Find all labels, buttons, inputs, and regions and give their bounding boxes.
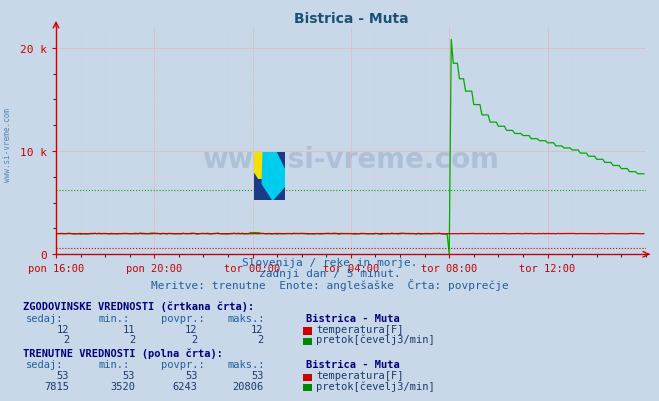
Text: temperatura[F]: temperatura[F] (316, 370, 404, 380)
Text: 2: 2 (63, 334, 69, 344)
Text: 53: 53 (251, 370, 264, 380)
Polygon shape (254, 174, 271, 200)
Text: 12: 12 (57, 324, 69, 334)
Text: ZGODOVINSKE VREDNOSTI (črtkana črta):: ZGODOVINSKE VREDNOSTI (črtkana črta): (23, 301, 254, 312)
Text: maks.:: maks.: (227, 313, 265, 323)
Text: min.:: min.: (99, 313, 130, 323)
Text: 20806: 20806 (233, 381, 264, 391)
Text: pretok[čevelj3/min]: pretok[čevelj3/min] (316, 334, 435, 344)
Polygon shape (262, 152, 285, 200)
Text: 2: 2 (192, 334, 198, 344)
Text: povpr.:: povpr.: (161, 359, 205, 369)
Text: povpr.:: povpr.: (161, 313, 205, 323)
Text: maks.:: maks.: (227, 359, 265, 369)
Text: Slovenija / reke in morje.: Slovenija / reke in morje. (242, 257, 417, 267)
Text: 12: 12 (185, 324, 198, 334)
Text: TRENUTNE VREDNOSTI (polna črta):: TRENUTNE VREDNOSTI (polna črta): (23, 347, 223, 358)
Text: 7815: 7815 (44, 381, 69, 391)
Text: pretok[čevelj3/min]: pretok[čevelj3/min] (316, 380, 435, 391)
Text: www.si-vreme.com: www.si-vreme.com (3, 107, 13, 181)
Text: zadnji dan / 5 minut.: zadnji dan / 5 minut. (258, 269, 401, 279)
Polygon shape (254, 152, 285, 179)
Polygon shape (254, 152, 285, 200)
Text: 11: 11 (123, 324, 135, 334)
Text: 53: 53 (57, 370, 69, 380)
Text: 12: 12 (251, 324, 264, 334)
Text: 3520: 3520 (110, 381, 135, 391)
Text: Meritve: trenutne  Enote: anglešaške  Črta: povprečje: Meritve: trenutne Enote: anglešaške Črta… (151, 278, 508, 290)
Text: 2: 2 (258, 334, 264, 344)
Text: sedaj:: sedaj: (26, 313, 64, 323)
Text: Bistrica - Muta: Bistrica - Muta (306, 359, 400, 369)
Title: Bistrica - Muta: Bistrica - Muta (294, 12, 408, 26)
Text: min.:: min.: (99, 359, 130, 369)
Text: 2: 2 (129, 334, 135, 344)
Text: temperatura[F]: temperatura[F] (316, 324, 404, 334)
Text: www.si-vreme.com: www.si-vreme.com (202, 146, 500, 174)
Text: 53: 53 (185, 370, 198, 380)
Text: sedaj:: sedaj: (26, 359, 64, 369)
Text: Bistrica - Muta: Bistrica - Muta (306, 313, 400, 323)
Text: 6243: 6243 (173, 381, 198, 391)
Text: 53: 53 (123, 370, 135, 380)
